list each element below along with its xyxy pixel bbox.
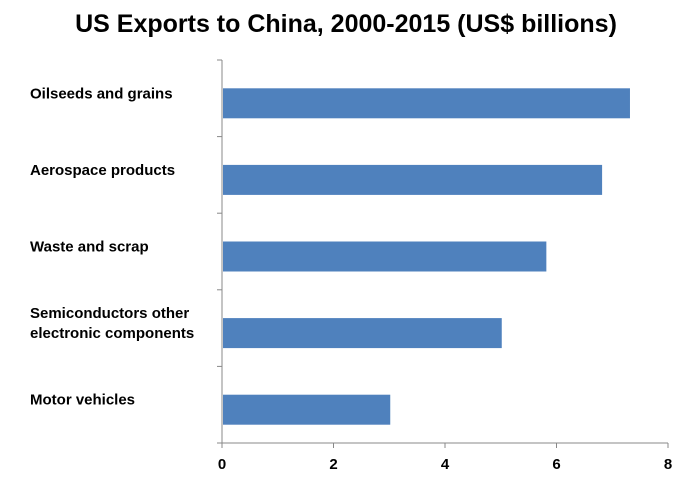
x-tick-label: 2 <box>329 456 337 473</box>
category-label: Semiconductors other <box>30 305 189 322</box>
x-tick-label: 0 <box>218 456 226 473</box>
chart-title: US Exports to China, 2000-2015 (US$ bill… <box>75 10 617 38</box>
bar <box>223 318 502 349</box>
bar <box>223 394 391 425</box>
x-tick-label: 4 <box>441 456 450 473</box>
bar <box>223 88 630 119</box>
category-label: Waste and scrap <box>30 239 149 256</box>
x-tick-label: 6 <box>552 456 560 473</box>
category-label: Oilseeds and grains <box>30 85 173 102</box>
category-label: Aerospace products <box>30 162 175 179</box>
category-label: Motor vehicles <box>30 392 135 409</box>
x-tick-label: 8 <box>664 456 672 473</box>
category-label: electronic components <box>30 325 194 342</box>
bar <box>223 164 603 195</box>
bar <box>223 241 547 272</box>
